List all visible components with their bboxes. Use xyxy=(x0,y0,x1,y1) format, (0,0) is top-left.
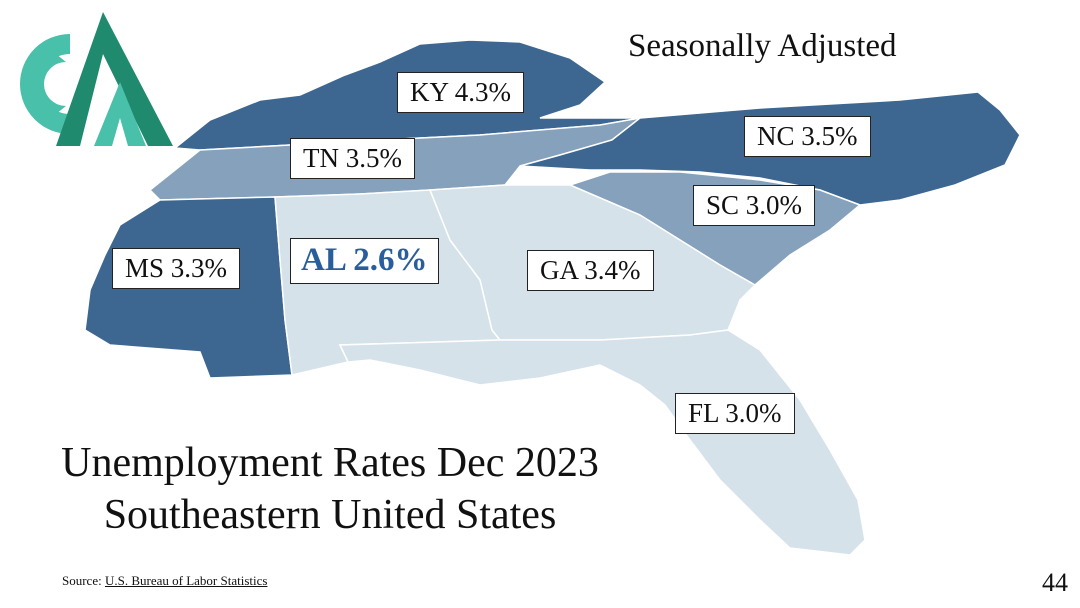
label-ky: KY 4.3% xyxy=(397,72,524,114)
company-logo-icon xyxy=(20,12,173,146)
label-tn: TN 3.5% xyxy=(290,138,415,180)
label-sc: SC 3.0% xyxy=(693,185,816,227)
source-note: Source: U.S. Bureau of Labor Statistics xyxy=(62,573,267,589)
label-al: AL 2.6% xyxy=(290,238,439,284)
source-link[interactable]: U.S. Bureau of Labor Statistics xyxy=(104,573,268,588)
map-title-line2: Southeastern United States xyxy=(103,491,557,538)
map-subtitle: Seasonally Adjusted xyxy=(628,28,897,64)
map-title-line1: Unemployment Rates Dec 2023 xyxy=(61,440,599,486)
label-nc: NC 3.5% xyxy=(744,116,871,158)
page-number: 44 xyxy=(1042,568,1068,597)
map-title: Unemployment Rates Dec 2023 Southeastern… xyxy=(20,438,640,541)
source-prefix: Source: xyxy=(62,573,105,588)
label-ga: GA 3.4% xyxy=(527,250,654,292)
label-ms: MS 3.3% xyxy=(112,248,241,290)
label-fl: FL 3.0% xyxy=(675,393,795,435)
